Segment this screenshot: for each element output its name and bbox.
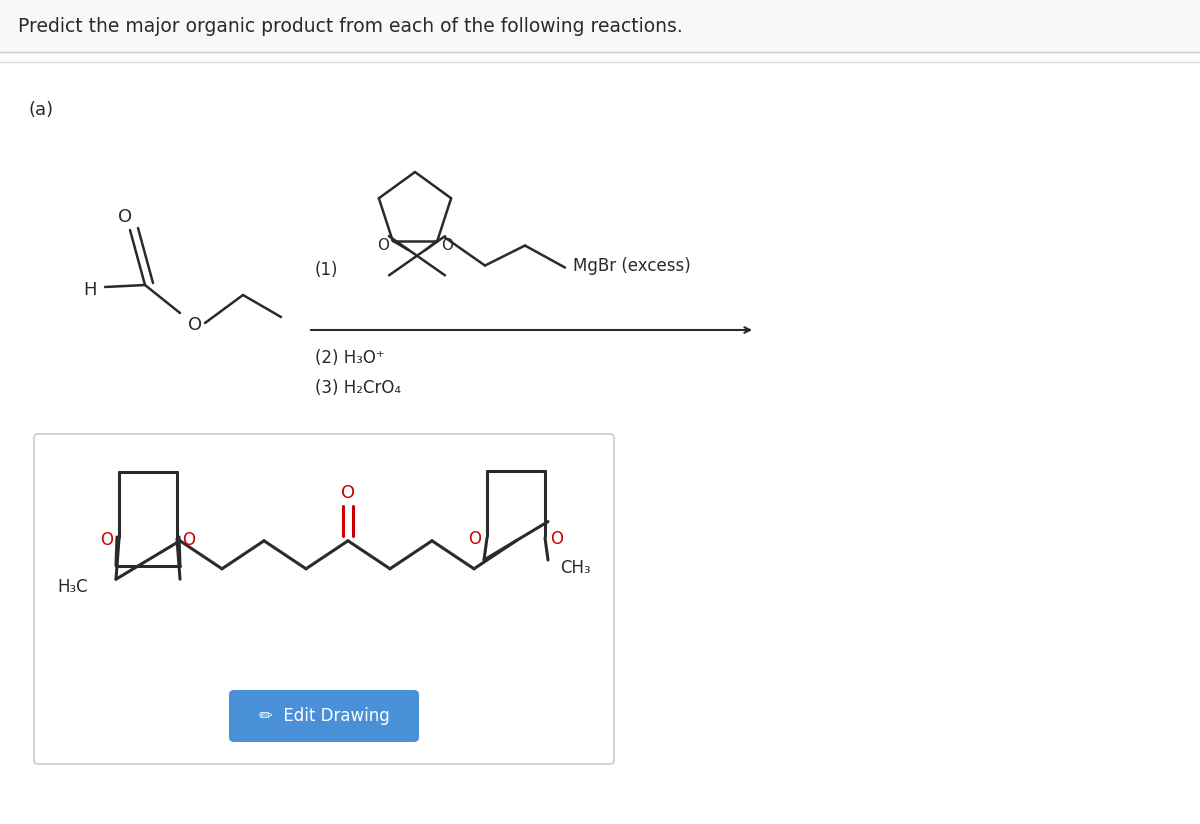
Text: (3) H₂CrO₄: (3) H₂CrO₄ [314, 379, 401, 397]
Text: O: O [101, 531, 114, 549]
Text: MgBr (excess): MgBr (excess) [574, 256, 691, 274]
Text: O: O [188, 316, 202, 334]
Text: O: O [551, 530, 564, 548]
Text: ✏  Edit Drawing: ✏ Edit Drawing [259, 707, 389, 725]
Text: O: O [468, 530, 481, 548]
Text: CH₃: CH₃ [560, 559, 590, 577]
Text: O: O [442, 238, 454, 253]
Text: O: O [182, 531, 196, 549]
FancyBboxPatch shape [34, 434, 614, 764]
Text: O: O [118, 208, 132, 226]
Text: O: O [341, 484, 355, 502]
Text: H₃C: H₃C [58, 578, 88, 597]
FancyBboxPatch shape [229, 690, 419, 742]
Text: (a): (a) [28, 101, 53, 119]
Text: H: H [83, 281, 97, 299]
Text: O: O [377, 238, 389, 253]
Text: Predict the major organic product from each of the following reactions.: Predict the major organic product from e… [18, 16, 683, 35]
Text: (1): (1) [314, 261, 338, 279]
Bar [0, 0, 1200, 52]
Text: (2) H₃O⁺: (2) H₃O⁺ [314, 349, 385, 367]
